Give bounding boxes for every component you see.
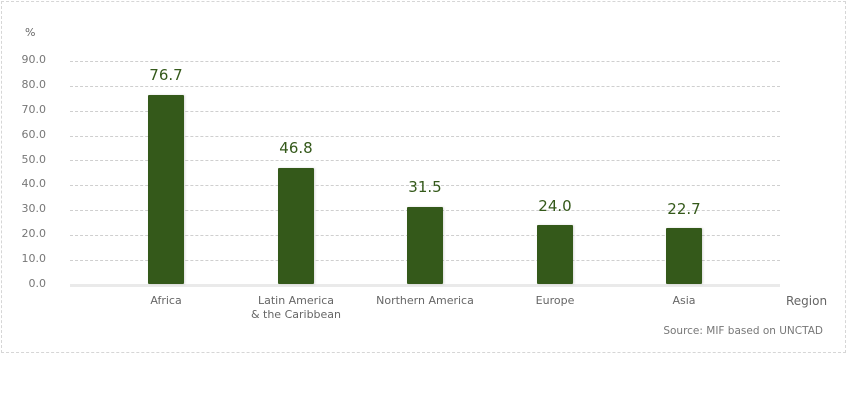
y-tick: 90.0 (21, 53, 47, 66)
y-tick: 10.0 (21, 252, 47, 265)
y-tick: 50.0 (21, 153, 47, 166)
y-tick: 30.0 (21, 202, 47, 215)
gridline (70, 136, 780, 137)
y-axis-unit: % (25, 26, 36, 39)
y-tick: 40.0 (21, 177, 47, 190)
bar-africa (148, 95, 184, 284)
value-label: 46.8 (279, 139, 313, 157)
x-label-europe: Europe (535, 294, 575, 307)
source-note: Source: MIF based on UNCTAD (663, 325, 823, 337)
y-tick: 60.0 (21, 128, 47, 141)
bar-asia (666, 228, 702, 284)
x-axis-baseline (70, 284, 780, 287)
bar-northern-america (407, 207, 443, 284)
x-axis-title: Region (786, 294, 828, 308)
gridline (70, 111, 780, 112)
value-label: 24.0 (538, 197, 572, 215)
y-tick: 70.0 (21, 103, 47, 116)
x-label-asia: Asia (672, 294, 696, 307)
value-label: 22.7 (667, 200, 701, 218)
bar-latin-america (278, 168, 314, 284)
gridline (70, 86, 780, 87)
bar-europe (537, 225, 573, 284)
y-tick: 20.0 (21, 227, 47, 240)
y-tick: 0.0 (28, 277, 47, 290)
x-label-northern-america: Northern America (376, 294, 474, 307)
gridline (70, 160, 780, 161)
y-tick: 80.0 (21, 78, 47, 91)
value-label: 31.5 (408, 178, 442, 196)
value-label: 76.7 (149, 66, 183, 84)
gridline (70, 185, 780, 186)
x-label-latin-america: Latin America & the Caribbean (250, 294, 342, 321)
gridline (70, 61, 780, 62)
x-label-africa: Africa (150, 294, 182, 307)
chart-frame (1, 1, 846, 353)
